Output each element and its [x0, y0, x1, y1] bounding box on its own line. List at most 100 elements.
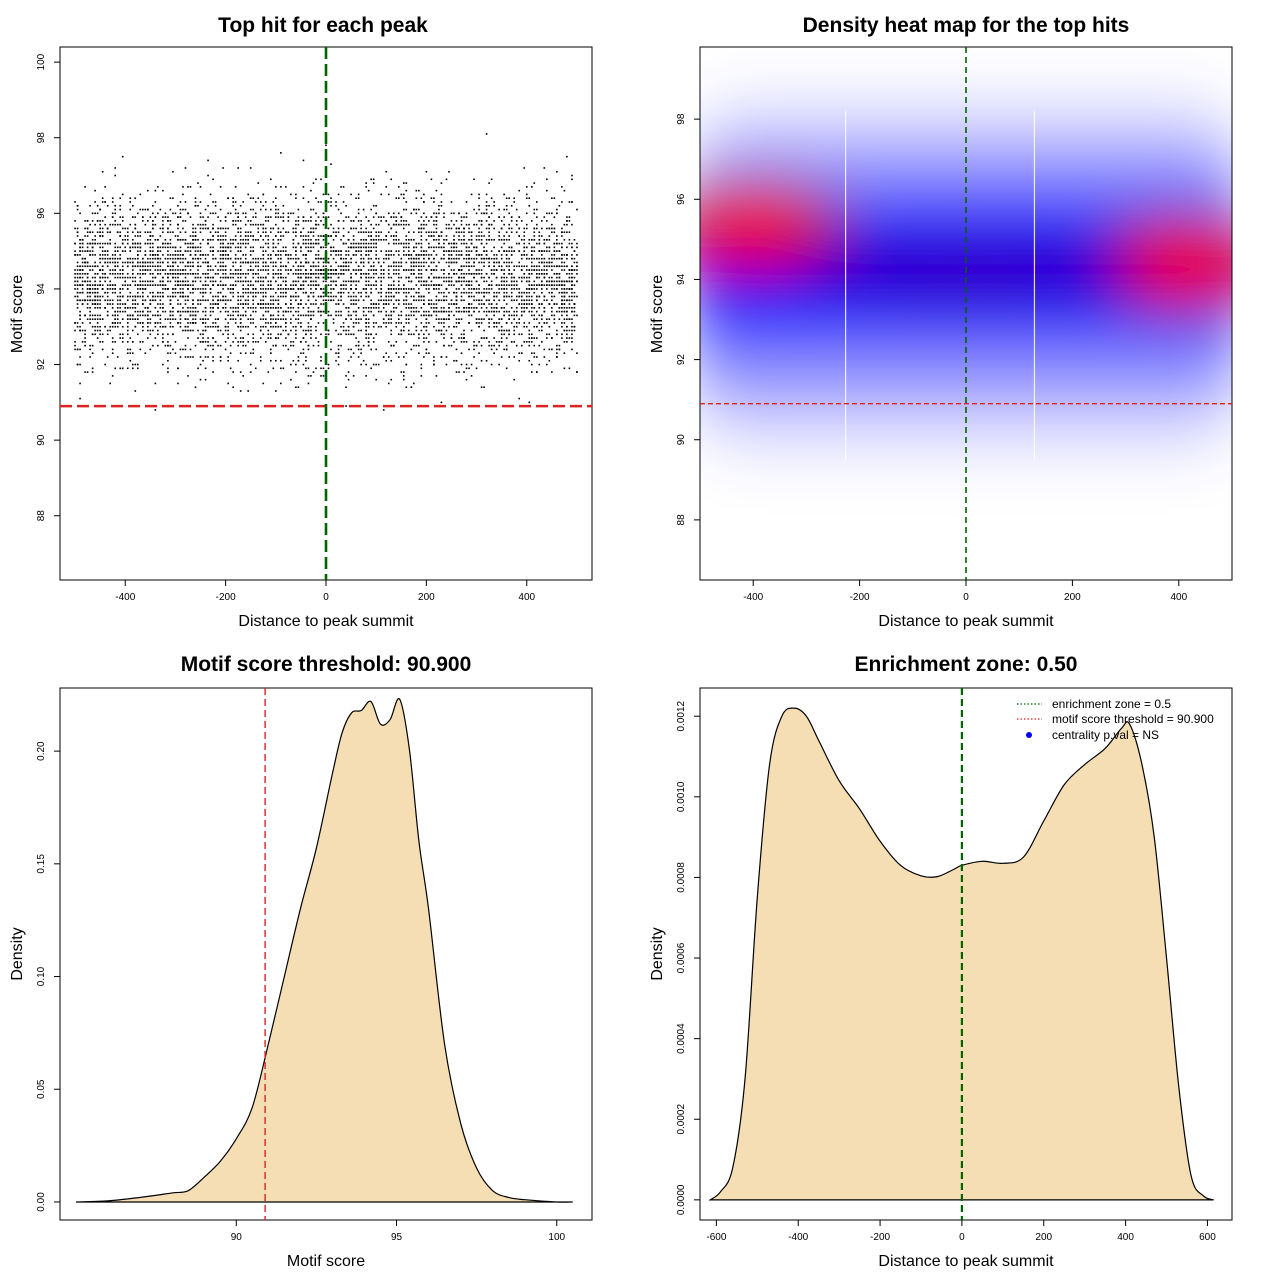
- scatter-point: [212, 307, 214, 309]
- scatter-point: [277, 231, 280, 234]
- scatter-point: [96, 273, 99, 275]
- scatter-point: [302, 186, 305, 188]
- scatter-point: [177, 310, 179, 313]
- scatter-point: [327, 299, 330, 302]
- scatter-point: [224, 348, 227, 351]
- scatter-point: [423, 265, 425, 268]
- scatter-point: [455, 227, 458, 230]
- scatter-point: [290, 299, 292, 302]
- scatter-point: [79, 212, 81, 215]
- scatter-point: [302, 329, 305, 332]
- scatter-point: [174, 288, 177, 290]
- scatter-point: [332, 246, 335, 249]
- scatter-point: [310, 310, 312, 313]
- scatter-point: [460, 341, 463, 343]
- scatter-point: [204, 307, 207, 309]
- scatter-point: [194, 280, 197, 283]
- scatter-point: [571, 201, 573, 203]
- scatter-point: [237, 273, 239, 275]
- scatter-point: [402, 329, 405, 332]
- scatter-point: [269, 303, 272, 305]
- scatter-point: [99, 303, 101, 305]
- scatter-point: [380, 216, 383, 218]
- scatter-point: [440, 231, 443, 234]
- scatter-point: [525, 288, 528, 290]
- scatter-point: [397, 254, 400, 256]
- scatter-point: [533, 238, 536, 241]
- scatter-point: [232, 386, 234, 389]
- scatter-point: [169, 220, 172, 222]
- scatter-point: [247, 231, 250, 234]
- scatter-point: [179, 261, 182, 264]
- scatter-point: [184, 280, 187, 283]
- scatter-point: [297, 314, 300, 317]
- scatter-point: [320, 367, 322, 370]
- scatter-point: [177, 273, 179, 275]
- scatter-point: [172, 197, 174, 200]
- scatter-point: [101, 284, 104, 286]
- scatter-point: [483, 288, 485, 290]
- scatter-point: [561, 265, 563, 268]
- scatter-point: [307, 375, 310, 377]
- scatter-point: [387, 193, 390, 196]
- scatter-point: [408, 291, 410, 294]
- scatter-point: [546, 246, 548, 249]
- scatter-point: [297, 356, 300, 358]
- scatter-point: [538, 269, 541, 271]
- scatter-title: Top hit for each peak: [218, 14, 428, 37]
- scatter-point: [500, 288, 503, 290]
- scatter-point: [89, 284, 91, 286]
- scatter-point: [546, 273, 548, 275]
- scatter-point: [142, 341, 144, 343]
- scatter-point: [114, 322, 117, 324]
- scatter-point: [89, 288, 91, 290]
- scatter-point: [126, 295, 129, 298]
- scatter-point: [535, 201, 538, 203]
- scatter-point: [530, 299, 533, 302]
- scatter-point: [478, 227, 480, 230]
- scatter-point: [224, 265, 227, 268]
- scatter-point: [408, 231, 410, 234]
- scatter-point: [425, 288, 428, 290]
- scatter-point: [483, 212, 485, 215]
- scatter-point: [377, 363, 380, 366]
- scatter-point: [362, 288, 365, 290]
- scatter-point: [315, 223, 317, 226]
- scatter-point: [84, 344, 86, 347]
- scatter-point: [455, 231, 458, 234]
- scatter-point: [74, 220, 76, 222]
- scatter-point: [332, 288, 335, 290]
- scatter-point: [448, 223, 450, 226]
- scatter-point: [295, 371, 297, 373]
- scatter-point: [315, 276, 317, 279]
- scatter-point: [287, 288, 290, 290]
- scatter-point: [435, 269, 438, 271]
- scatter-point: [483, 276, 485, 279]
- scatter-point: [488, 303, 490, 305]
- scatter-point: [485, 273, 488, 275]
- scatter-point: [207, 276, 209, 279]
- scatter-point: [551, 371, 553, 373]
- scatter-point: [370, 269, 372, 271]
- scatter-point: [126, 284, 129, 286]
- scatter-point: [152, 314, 154, 317]
- scatter-point: [510, 291, 513, 294]
- scatter-point: [488, 325, 490, 328]
- scatter-point: [149, 242, 152, 245]
- scatter-point: [79, 329, 81, 332]
- scatter-point: [192, 299, 194, 302]
- scatter-point: [478, 303, 480, 305]
- scatter-point: [513, 333, 516, 336]
- scatter-point: [282, 367, 285, 370]
- scatter-point: [518, 276, 521, 279]
- scatter-point: [515, 242, 518, 245]
- scatter-point: [485, 201, 488, 203]
- scatter-point: [473, 273, 475, 275]
- scatter-point: [121, 273, 124, 275]
- scatter-point: [99, 261, 101, 264]
- scatter-point: [337, 291, 340, 294]
- scatter-point: [470, 235, 473, 237]
- scatter-point: [197, 238, 199, 241]
- scatter-point: [503, 242, 505, 245]
- scatter-point: [244, 314, 247, 317]
